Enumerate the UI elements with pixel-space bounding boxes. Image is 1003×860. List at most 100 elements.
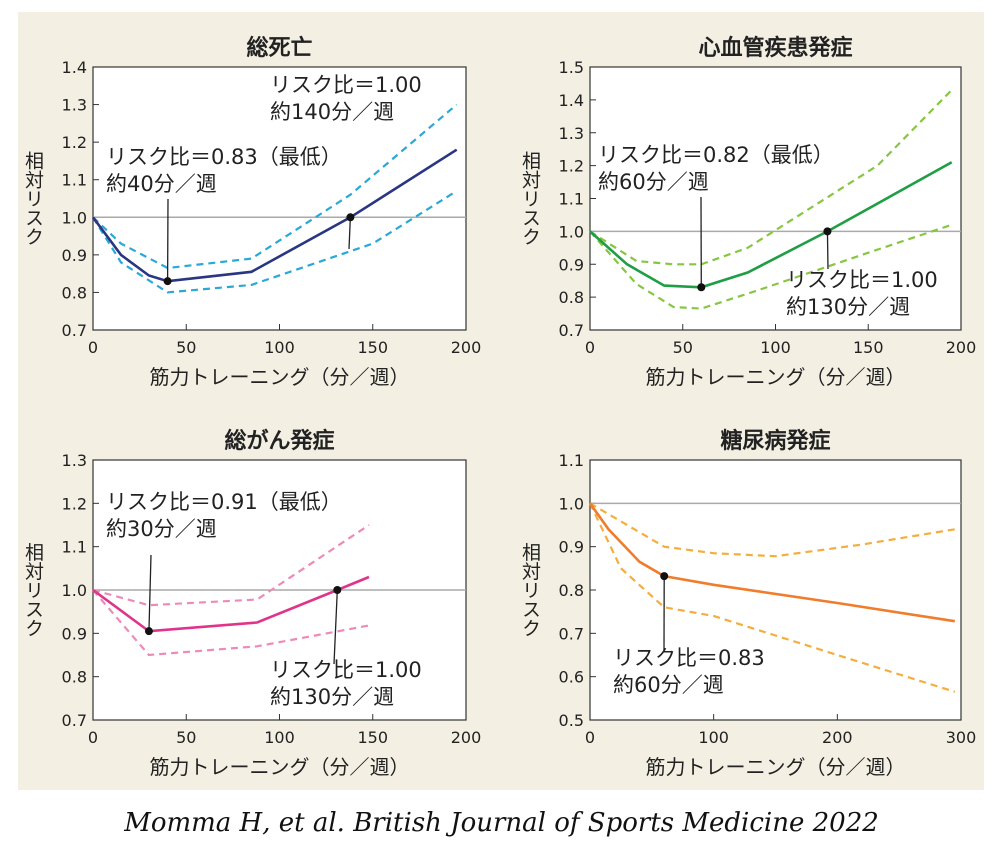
y-tick-label: 0.7: [559, 321, 584, 340]
y-tick-label: 1.3: [559, 124, 584, 143]
x-axis-label: 筋力トレーニング（分／週）: [646, 365, 906, 389]
x-tick-label: 0: [585, 338, 595, 357]
ci-lower-line: [92, 190, 458, 294]
y-tick-label: 1.4: [62, 58, 87, 77]
y-tick-label: 1.2: [62, 133, 87, 152]
figure-panel: 総死亡 相対リスク 筋力トレーニング（分／週） 0.7 0.8 0.9 1.0 1.1 1.2 1…: [18, 12, 984, 790]
annotation-leader: [148, 554, 152, 632]
y-tick-label: 1.1: [559, 190, 584, 209]
y-tick-label: 0.8: [559, 581, 584, 600]
y-tick-label: 0.9: [559, 538, 584, 557]
x-tick-label: 50: [176, 338, 196, 357]
y-tick-label: 1.0: [559, 222, 584, 241]
y-tick-label: 1.2: [559, 157, 584, 176]
annotation-label: 約130分／週: [786, 295, 910, 319]
y-tick-label: 0.8: [62, 668, 87, 687]
x-tick-label: 100: [264, 728, 295, 747]
y-tick-label: 1.1: [559, 451, 584, 470]
x-tick-label: 200: [822, 728, 853, 747]
x-tick-label: 100: [698, 728, 729, 747]
annotation-point: [163, 277, 172, 286]
y-tick-label: 1.0: [62, 581, 87, 600]
ci-upper-line: [589, 502, 955, 558]
x-axis-label: 筋力トレーニング（分／週）: [150, 755, 410, 779]
annotation-point: [144, 627, 153, 636]
x-tick-label: 200: [451, 338, 482, 357]
annotation-label: リスク比＝0.83（最低）: [106, 145, 342, 169]
annotation-leader: [333, 589, 338, 665]
ci-upper-line: [92, 524, 370, 607]
y-tick-label: 0.9: [62, 246, 87, 265]
y-tick-label: 1.0: [559, 494, 584, 513]
x-tick-label: 0: [585, 728, 595, 747]
annotation-label: 約140分／週: [270, 100, 394, 124]
y-tick-label: 0.8: [62, 283, 87, 302]
annotation-label: 約130分／週: [270, 685, 394, 709]
x-tick-label: 50: [673, 338, 693, 357]
annotation-label: リスク比＝1.00: [270, 658, 422, 682]
annotation-label: 約60分／週: [613, 673, 724, 697]
annotation-leader: [826, 231, 829, 270]
annotation-label: 約40分／週: [106, 172, 217, 196]
x-tick-label: 300: [946, 728, 977, 747]
annotation-label: リスク比＝1.00: [270, 73, 422, 97]
y-tick-label: 1.5: [559, 58, 584, 77]
plot-area: [92, 66, 467, 331]
ci-upper-line: [92, 103, 458, 270]
x-tick-label: 0: [88, 728, 98, 747]
y-tick-label: 0.7: [62, 321, 87, 340]
ci-lower-line: [589, 502, 956, 693]
y-tick-label: 1.1: [62, 171, 87, 190]
x-tick-label: 150: [357, 728, 388, 747]
annotation-label: リスク比＝0.91（最低）: [106, 490, 342, 514]
annotation-point: [823, 227, 832, 236]
y-tick-label: 0.8: [559, 288, 584, 307]
plot-area: [589, 66, 962, 331]
y-tick-label: 0.5: [559, 711, 584, 730]
y-axis-label: 相対リスク: [519, 151, 541, 246]
y-tick-label: 0.9: [559, 255, 584, 274]
chart-title: 総がん発症: [224, 428, 334, 454]
charts-canvas: 総死亡相対リスク筋力トレーニング（分／週）0.70.80.91.01.11.21…: [22, 35, 976, 779]
x-tick-label: 0: [88, 338, 98, 357]
y-tick-label: 1.3: [62, 96, 87, 115]
y-tick-label: 1.2: [62, 494, 87, 513]
y-tick-label: 1.3: [62, 451, 87, 470]
annotation-label: 約60分／週: [598, 170, 709, 194]
estimate-line: [92, 575, 370, 633]
ci-lower-line: [92, 589, 370, 657]
y-axis-label: 相対リスク: [519, 542, 541, 637]
chart-title: 総死亡: [246, 35, 312, 61]
annotation-point: [660, 572, 669, 581]
chart-title: 心血管疾患発症: [698, 35, 852, 61]
y-tick-label: 1.4: [559, 91, 584, 110]
x-tick-label: 200: [946, 338, 977, 357]
annotation-label: リスク比＝0.82（最低）: [598, 143, 834, 167]
x-tick-label: 150: [357, 338, 388, 357]
ci-lower-line: [589, 223, 953, 310]
chart-title: 糖尿病発症: [720, 428, 830, 454]
x-tick-label: 150: [853, 338, 884, 357]
y-tick-label: 0.9: [62, 624, 87, 643]
y-tick-label: 0.7: [62, 711, 87, 730]
y-tick-label: 1.1: [62, 538, 87, 557]
x-axis-label: 筋力トレーニング（分／週）: [150, 365, 410, 389]
x-tick-label: 200: [451, 728, 482, 747]
annotation-point: [333, 586, 342, 594]
annotation-label: リスク比＝0.83: [613, 646, 765, 670]
y-tick-label: 1.0: [62, 208, 87, 227]
citation: Momma H, et al. British Journal of Sport…: [124, 808, 879, 838]
annotation-point: [697, 283, 706, 292]
x-tick-label: 100: [760, 338, 791, 357]
x-tick-label: 50: [176, 728, 196, 747]
annotation-point: [346, 213, 355, 222]
y-tick-label: 0.6: [559, 668, 584, 687]
annotation-label: リスク比＝1.00: [786, 268, 938, 292]
y-tick-label: 0.7: [559, 624, 584, 643]
x-tick-label: 100: [264, 338, 295, 357]
y-axis-label: 相対リスク: [22, 542, 44, 637]
